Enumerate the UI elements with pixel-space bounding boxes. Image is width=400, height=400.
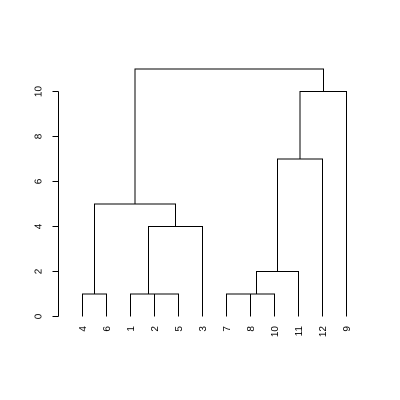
leaf-label: 11: [294, 326, 305, 337]
leaf-label: 8: [246, 326, 257, 332]
leaf-label: 9: [342, 326, 353, 332]
leaf-label: 6: [102, 326, 113, 332]
y-tick-label: 0: [34, 313, 45, 319]
leaf-label: 2: [150, 326, 161, 332]
dendrogram-link-5: [94, 203, 176, 294]
dendrogram-link-3: [130, 293, 167, 317]
dendrogram-link-4: [148, 226, 203, 317]
y-tick-label: 4: [34, 223, 45, 229]
leaf-label: 12: [318, 326, 329, 338]
dendrogram-link-1: [82, 293, 107, 317]
leaf-label: 5: [174, 326, 185, 332]
y-axis: 0 2 4 6 8 10: [34, 86, 59, 319]
y-tick-label: 8: [34, 133, 45, 139]
dendrogram-link-6: [226, 293, 251, 317]
dendrogram-links: [82, 68, 347, 317]
dendrogram-link-9: [277, 158, 323, 317]
leaf-label: 3: [198, 326, 209, 332]
leaf-label: 1: [126, 326, 137, 332]
y-tick-label: 10: [34, 86, 45, 98]
dendrogram-link-2: [154, 293, 179, 317]
y-tick-label: 6: [34, 178, 45, 184]
leaf-label: 10: [270, 326, 281, 338]
y-tick-label: 2: [34, 268, 45, 274]
leaf-label: 7: [222, 326, 233, 332]
dendrogram-link-10: [299, 91, 347, 317]
leaf-labels: 4 6 1 2 5 3 7 8 10 11 12 9: [78, 326, 353, 338]
dendrogram-link-11: [134, 68, 324, 204]
dendrogram-link-7: [238, 293, 275, 317]
leaf-label: 4: [78, 326, 89, 332]
